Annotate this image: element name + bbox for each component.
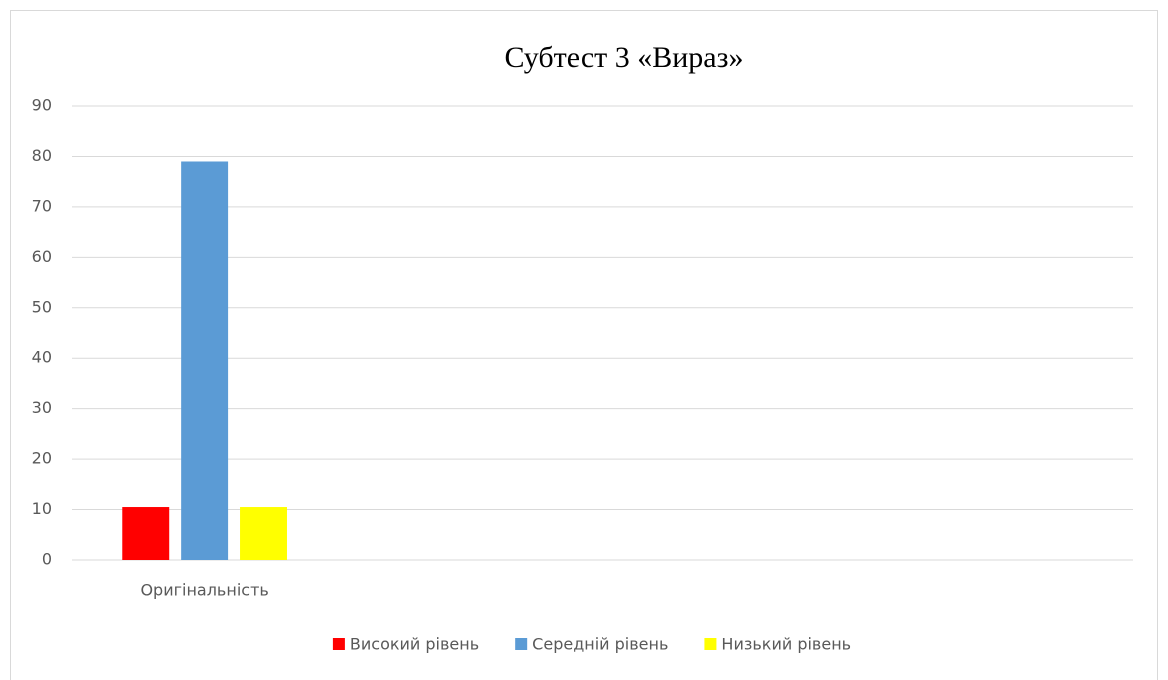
y-tick-label: 80 [32,146,52,165]
bar [181,161,229,560]
y-tick-label: 20 [32,449,52,468]
chart-title: Субтест 3 «Вираз» [505,41,744,74]
legend-label: Середній рівень [532,635,668,654]
y-tick-label: 40 [32,348,52,367]
y-tick-label: 10 [32,499,52,518]
bar [240,507,287,560]
legend-swatch [704,638,717,650]
y-tick-label: 60 [32,247,52,266]
y-tick-label: 30 [32,398,52,417]
x-tick-label: Оригінальність [140,581,268,600]
bar [122,507,170,560]
y-tick-label: 0 [42,550,52,569]
y-tick-label: 50 [32,297,52,316]
y-tick-label: 70 [32,196,52,215]
legend-label: Високий рівень [350,635,479,654]
legend-swatch [332,638,345,650]
legend-swatch [515,638,528,650]
legend-label: Низький рівень [721,635,851,654]
y-tick-label: 90 [32,96,52,115]
